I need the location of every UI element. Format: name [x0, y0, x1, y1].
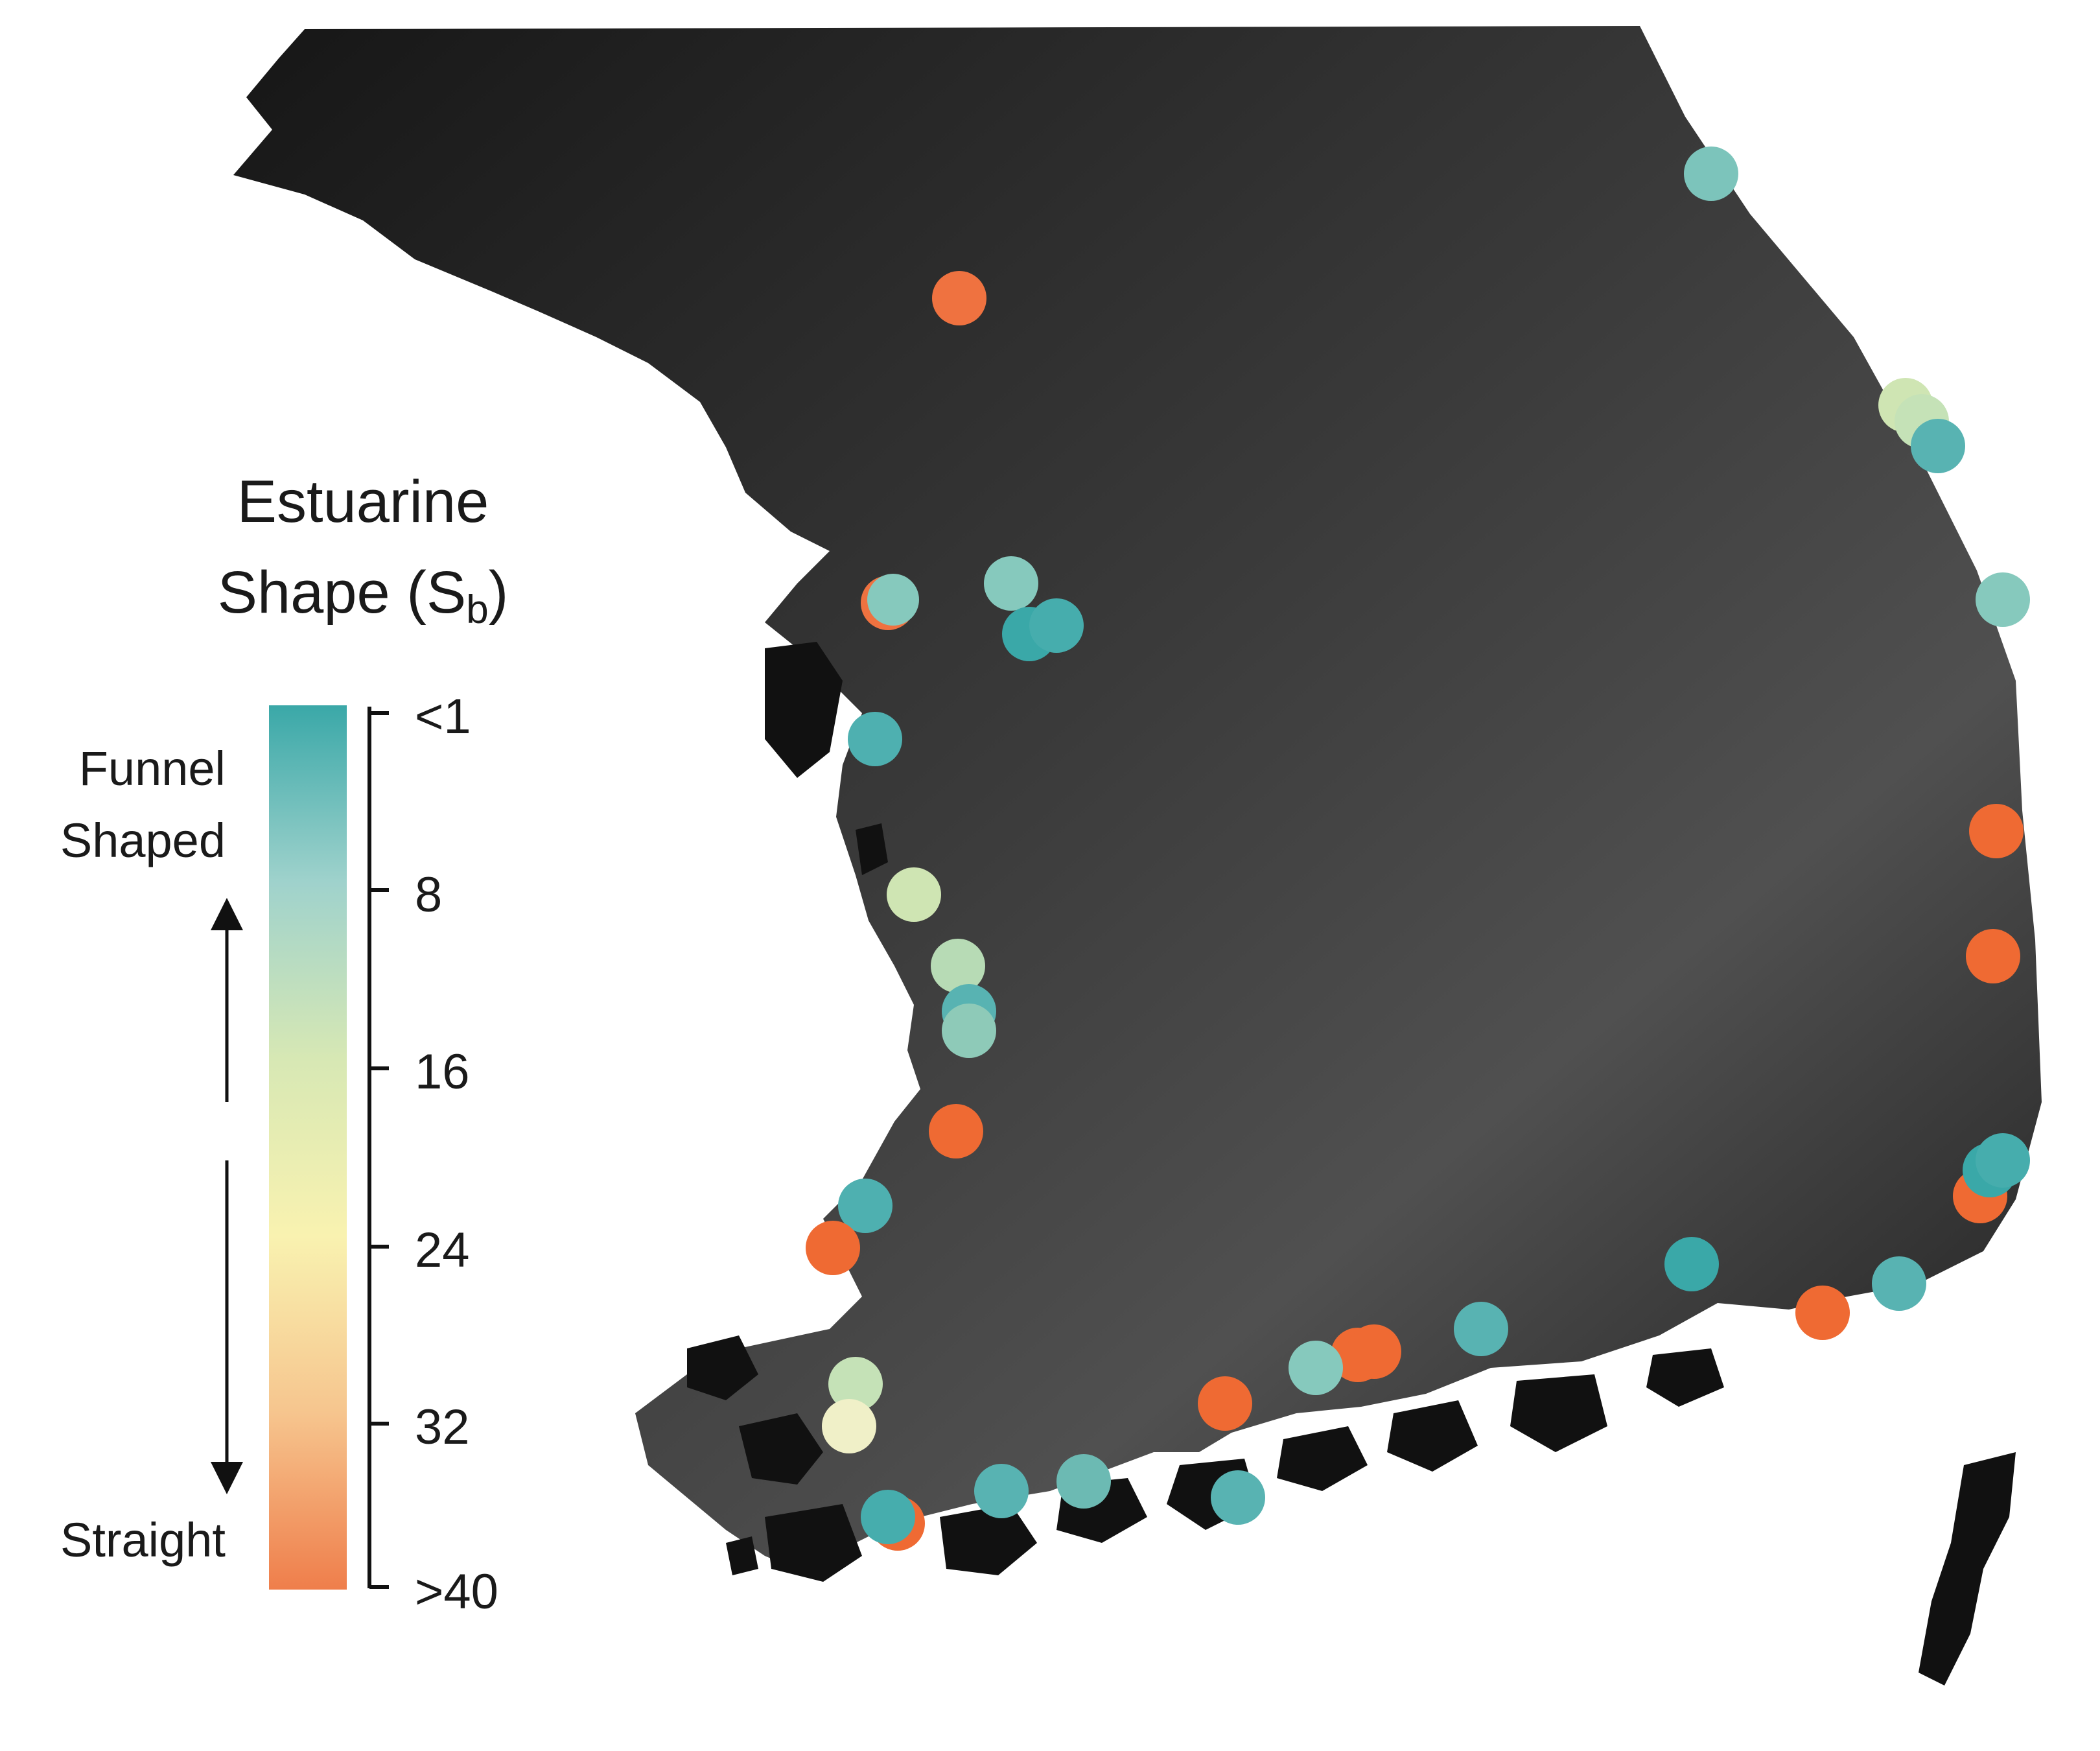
tick-label: 24: [415, 1223, 470, 1278]
estuary-marker[interactable]: [1969, 804, 2024, 858]
estuary-marker[interactable]: [984, 556, 1038, 611]
estuary-marker[interactable]: [887, 867, 941, 922]
estuary-marker[interactable]: [942, 1004, 996, 1058]
estuary-marker[interactable]: [867, 574, 919, 626]
colorbar: [269, 705, 347, 1590]
estuary-marker[interactable]: [931, 939, 985, 993]
legend-title-main: Shape (S: [217, 559, 467, 626]
estuary-marker[interactable]: [929, 1104, 983, 1158]
estuary-marker[interactable]: [1966, 929, 2020, 983]
colorbar-ticks: [369, 711, 389, 1589]
legend-title-line2: Shape (Sb): [194, 563, 531, 630]
tick-label: 16: [415, 1044, 470, 1099]
estuary-marker[interactable]: [1795, 1286, 1850, 1340]
east-island: [1919, 1452, 2016, 1686]
label-straight: Straight: [60, 1513, 226, 1567]
estuary-marker[interactable]: [1684, 147, 1738, 201]
estuary-marker[interactable]: [848, 712, 902, 766]
south-islands: [940, 1348, 1724, 1575]
tick-label: <1: [415, 689, 471, 744]
tick-label: 32: [415, 1400, 470, 1455]
estuary-marker[interactable]: [1664, 1237, 1719, 1291]
estuary-marker[interactable]: [822, 1399, 876, 1453]
estuary-marker[interactable]: [1056, 1454, 1111, 1509]
estuary-marker[interactable]: [861, 1490, 915, 1544]
tick-label: 8: [415, 867, 443, 923]
estuary-marker[interactable]: [838, 1179, 892, 1233]
label-funnel-line1: Funnel: [78, 742, 226, 795]
estuary-marker[interactable]: [1976, 572, 2030, 627]
estuary-marker[interactable]: [1198, 1376, 1252, 1431]
estuary-marker[interactable]: [1347, 1324, 1401, 1379]
legend-title-subscript: b: [466, 587, 489, 632]
estuary-marker[interactable]: [1289, 1341, 1343, 1395]
label-funnel: Funnel Shaped: [60, 733, 226, 876]
estuary-markers: [806, 147, 2030, 1551]
estuary-marker[interactable]: [1872, 1256, 1926, 1311]
landmass: [233, 26, 2042, 1575]
estuary-marker[interactable]: [974, 1464, 1029, 1518]
west-islands: [687, 642, 888, 1582]
legend-title-line1: Estuarine: [237, 469, 489, 535]
estuary-marker[interactable]: [1911, 419, 1965, 473]
legend-title-close: ): [488, 559, 509, 626]
estuary-marker[interactable]: [806, 1221, 860, 1275]
estuary-marker[interactable]: [828, 1357, 883, 1411]
estuary-marker[interactable]: [1211, 1470, 1265, 1525]
label-funnel-line2: Shaped: [60, 814, 226, 867]
estuary-marker[interactable]: [1029, 598, 1084, 653]
tick-label: >40: [415, 1564, 498, 1619]
estuary-marker[interactable]: [1454, 1302, 1508, 1356]
estuary-marker[interactable]: [932, 271, 986, 325]
estuary-marker[interactable]: [1976, 1133, 2030, 1188]
